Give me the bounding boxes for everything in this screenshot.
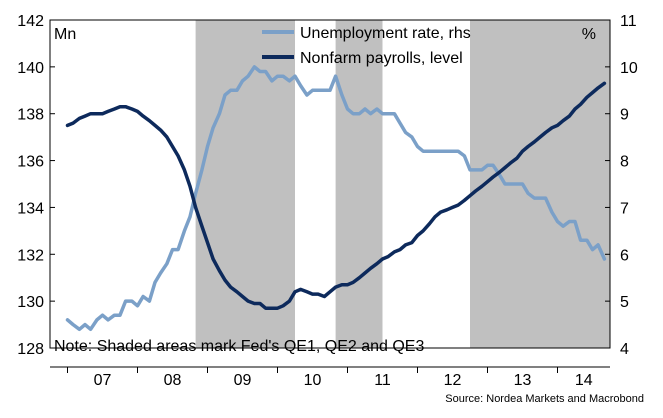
qe-shade-3 bbox=[470, 20, 610, 348]
left-axis-ticks: 128 130 132 134 136 138 140 142 bbox=[17, 13, 55, 358]
right-tick-label: 10 bbox=[620, 60, 638, 77]
series-lines bbox=[65, 65, 607, 332]
x-tick-label: 13 bbox=[514, 372, 532, 389]
left-tick-label: 136 bbox=[17, 154, 44, 171]
x-tick-label: 12 bbox=[444, 372, 462, 389]
chart-note: Note: Shaded areas mark Fed's QE1, QE2 a… bbox=[54, 338, 424, 355]
right-tick-label: 6 bbox=[620, 247, 629, 264]
right-unit-label: % bbox=[582, 26, 596, 43]
left-tick-label: 142 bbox=[17, 13, 44, 30]
left-tick-label: 140 bbox=[17, 60, 44, 77]
qe-shade-2 bbox=[335, 20, 383, 348]
legend: Unemployment rate, rhs Nonfarm payrolls,… bbox=[262, 25, 471, 67]
x-tick-label: 11 bbox=[374, 372, 391, 389]
nonfarm-payrolls-line bbox=[65, 81, 607, 310]
right-tick-label: 9 bbox=[620, 107, 629, 124]
left-unit-label: Mn bbox=[54, 26, 76, 43]
left-tick-label: 132 bbox=[17, 247, 44, 264]
x-tick-label: 14 bbox=[575, 372, 593, 389]
right-tick-label: 5 bbox=[620, 294, 629, 311]
x-tick-label: 09 bbox=[234, 372, 252, 389]
left-tick-label: 134 bbox=[17, 200, 44, 217]
left-tick-label: 130 bbox=[17, 294, 44, 311]
right-tick-label: 8 bbox=[620, 154, 629, 171]
x-axis-ticks: 07 08 09 10 11 12 13 14 bbox=[67, 367, 593, 389]
right-tick-label: 11 bbox=[620, 13, 637, 30]
legend-label-payrolls: Nonfarm payrolls, level bbox=[300, 50, 463, 67]
x-tick-label: 07 bbox=[94, 372, 112, 389]
unemployment-rate-line bbox=[65, 65, 607, 332]
right-tick-label: 4 bbox=[620, 341, 629, 358]
right-axis-ticks: 4 5 6 7 8 9 10 11 bbox=[605, 13, 638, 358]
x-tick-label: 10 bbox=[304, 372, 322, 389]
legend-label-unemployment: Unemployment rate, rhs bbox=[300, 25, 471, 42]
left-tick-label: 138 bbox=[17, 107, 44, 124]
source-label: Source: Nordea Markets and Macrobond bbox=[445, 393, 644, 405]
right-tick-label: 7 bbox=[620, 200, 629, 217]
left-tick-label: 128 bbox=[17, 341, 44, 358]
plot-frame bbox=[49, 19, 611, 349]
x-tick-label: 08 bbox=[164, 372, 182, 389]
